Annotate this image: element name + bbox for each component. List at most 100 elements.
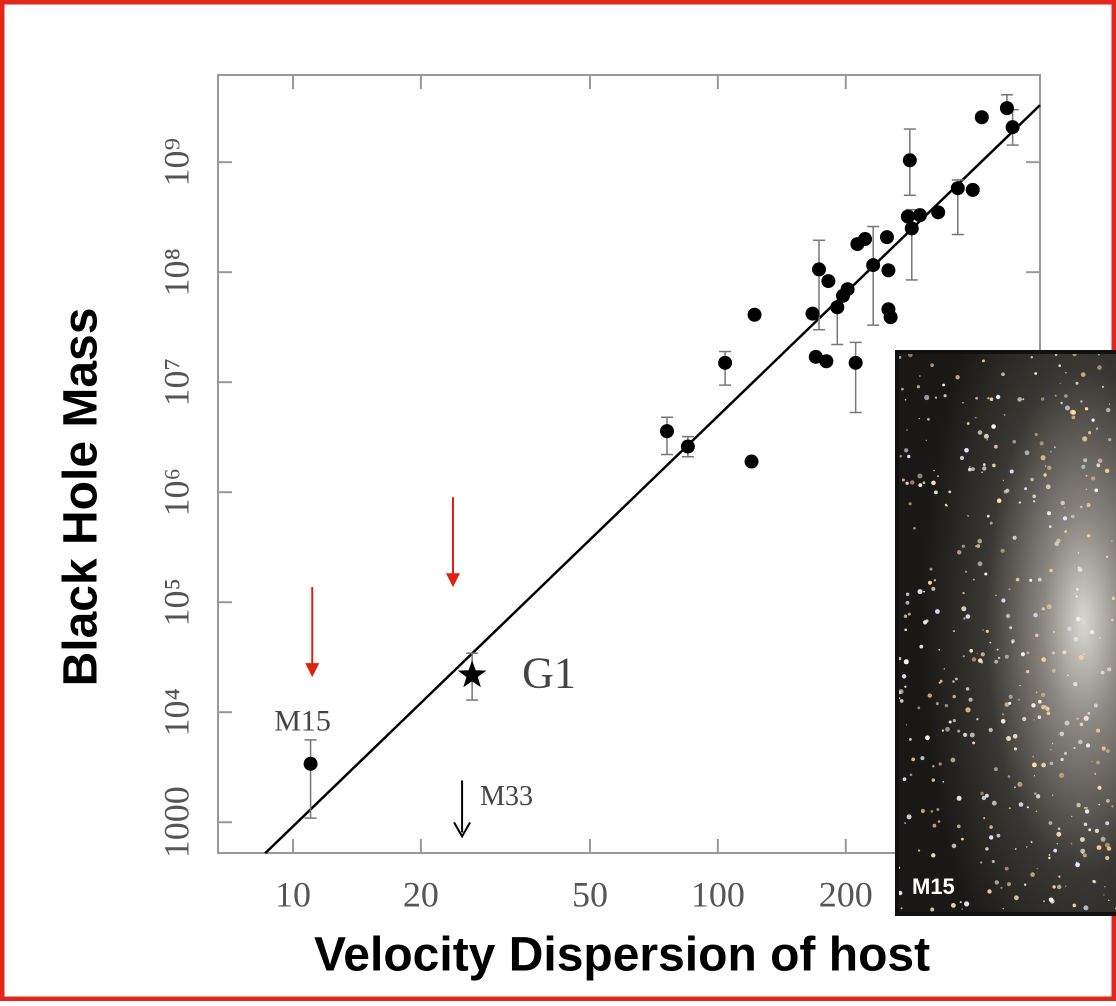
inset-star [1049, 568, 1053, 573]
inset-star [981, 471, 983, 474]
inset-star [1045, 465, 1047, 467]
inset-star [1087, 712, 1091, 715]
inset-star [1085, 743, 1091, 748]
inset-star [952, 694, 956, 699]
inset-star [1056, 843, 1059, 845]
inset-star [904, 398, 907, 401]
inset-star [1033, 775, 1036, 777]
inset-star [1065, 405, 1070, 411]
inset-star [1022, 398, 1025, 401]
inset-star [1095, 427, 1099, 430]
data-point [883, 310, 898, 325]
inset-star [1081, 464, 1086, 469]
data-point [659, 424, 674, 439]
data-point [840, 282, 855, 297]
inset-star [941, 729, 945, 732]
inset-star [1033, 500, 1036, 503]
inset-star [1054, 541, 1059, 547]
inset-star [987, 397, 990, 400]
inset-star [899, 356, 902, 359]
inset-star [1005, 613, 1011, 619]
inset-star [994, 880, 999, 885]
inset-star [1083, 458, 1088, 463]
inset-star [1080, 400, 1083, 403]
inset-star [948, 720, 952, 724]
inset-star [1032, 755, 1035, 758]
inset-star [1058, 364, 1061, 368]
inset-star [1096, 845, 1102, 850]
inset-image: M15 [895, 350, 1116, 916]
inset-star [1032, 494, 1036, 499]
inset-star [1040, 455, 1046, 461]
inset-star [1050, 749, 1052, 751]
inset-star [911, 757, 916, 762]
inset-star [1111, 540, 1113, 542]
inset-star [950, 757, 956, 763]
inset-star [904, 448, 909, 453]
inset-star [1000, 548, 1005, 553]
x-tick-label: 100 [691, 874, 745, 914]
data-point [974, 110, 989, 125]
inset-star [931, 586, 936, 591]
data-point [718, 355, 733, 370]
inset-star [1049, 761, 1054, 766]
inset-star [899, 657, 902, 661]
inset-star [962, 401, 964, 404]
inset-star [939, 679, 943, 683]
inset-star [1046, 711, 1051, 715]
data-point [830, 300, 845, 315]
inset-star [973, 578, 975, 581]
inset-star [906, 814, 912, 820]
inset-star [1094, 488, 1098, 493]
inset-star [1040, 397, 1045, 401]
inset-star [900, 907, 903, 910]
inset-star [965, 687, 970, 691]
data-point [819, 354, 834, 369]
y-tick-label: 10⁸ [156, 248, 196, 297]
inset-star [967, 515, 970, 517]
inset-star [972, 741, 975, 745]
inset-star [1101, 746, 1106, 751]
inset-star [1004, 654, 1009, 659]
inset-star [1108, 899, 1110, 902]
inset-star [1034, 792, 1037, 795]
data-point [900, 209, 915, 224]
inset-star [1086, 503, 1091, 507]
inset-star [975, 396, 978, 400]
inset-star [991, 800, 997, 806]
inset-star [955, 375, 960, 380]
inset-star [1083, 806, 1087, 810]
inset-star [935, 702, 939, 706]
inset-star [995, 594, 997, 596]
inset-star [1094, 773, 1097, 775]
highlight-label: G1 [522, 648, 576, 697]
inset-star [1067, 674, 1069, 677]
inset-star [1030, 841, 1033, 844]
inset-star [931, 778, 935, 782]
inset-star [913, 527, 916, 530]
inset-star [1009, 469, 1014, 474]
inset-star [1064, 394, 1068, 398]
inset-star [933, 469, 935, 472]
inset-star [982, 359, 985, 363]
inset-star [1024, 450, 1030, 456]
inset-star [917, 473, 923, 479]
data-point [999, 101, 1014, 116]
inset-star [1008, 701, 1012, 705]
inset-star [1093, 703, 1098, 708]
inset-star [1100, 836, 1106, 842]
inset-star [1106, 846, 1112, 851]
inset-star [904, 685, 907, 688]
inset-star [916, 385, 921, 389]
inset-star [906, 429, 908, 431]
inset-star [1024, 487, 1027, 491]
inset-star [918, 483, 923, 487]
inset-star [961, 837, 964, 841]
inset-star [1063, 751, 1068, 756]
inset-star [918, 849, 921, 852]
inset-star [930, 363, 934, 368]
inset-star [1083, 822, 1088, 827]
inset-star [1063, 507, 1065, 509]
inset-star [1047, 465, 1052, 470]
inset-star [1108, 438, 1112, 442]
